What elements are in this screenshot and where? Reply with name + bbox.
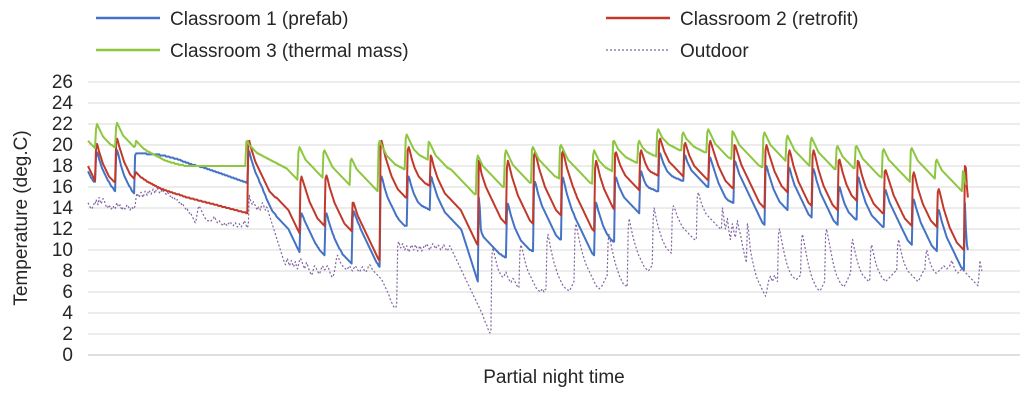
legend-label: Outdoor <box>680 41 749 62</box>
y-tick-label: 14 <box>52 198 74 219</box>
y-tick-label: 24 <box>52 93 74 114</box>
y-tick-label: 22 <box>52 114 73 135</box>
y-tick-label: 20 <box>52 135 73 156</box>
legend: Classroom 1 (prefab) Classroom 2 (retrofi… <box>96 9 858 62</box>
legend-label: Classroom 1 (prefab) <box>170 9 348 30</box>
y-tick-label: 16 <box>52 177 73 198</box>
y-axis-title: Temperature (deg.C) <box>11 130 32 305</box>
series-line-1 <box>87 149 969 283</box>
y-tick-label: 26 <box>52 72 73 93</box>
y-tick-label: 8 <box>62 261 73 282</box>
legend-label: Classroom 3 (thermal mass) <box>170 41 409 62</box>
y-tick-label: 4 <box>62 303 73 324</box>
y-tick-label: 0 <box>62 345 73 366</box>
y-tick-label: 12 <box>52 219 73 240</box>
y-tick-label: 2 <box>62 324 73 345</box>
legend-label: Classroom 2 (retrofit) <box>680 9 858 30</box>
y-tick-label: 6 <box>62 282 73 303</box>
x-axis-title: Partial night time <box>483 367 625 388</box>
series-line-2 <box>87 137 969 262</box>
series-layer <box>87 121 983 334</box>
y-tick-label: 10 <box>52 240 73 261</box>
y-tick-label: 18 <box>52 156 73 177</box>
series-line-3 <box>87 121 967 196</box>
series-line-4 <box>87 187 983 334</box>
